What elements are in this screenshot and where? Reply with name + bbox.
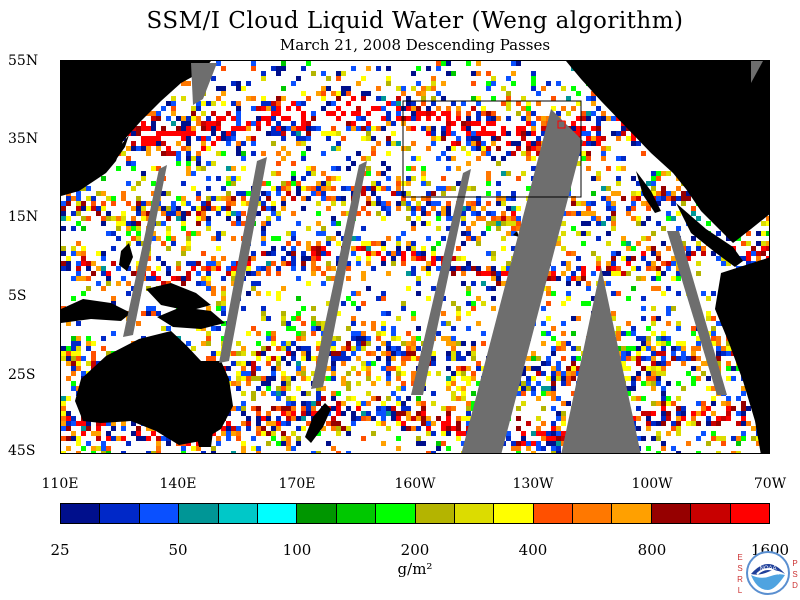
colorbar bbox=[60, 503, 770, 524]
colorbar-swatch-5 bbox=[218, 504, 258, 523]
swath-gap-7 bbox=[667, 231, 727, 395]
colorbar-swatch-12 bbox=[494, 504, 534, 523]
lat-label-45s: 45S bbox=[8, 443, 36, 459]
lat-label-35n: 35N bbox=[8, 131, 39, 147]
colorbar-label-400: 400 bbox=[518, 541, 548, 559]
logo-letter-p: P bbox=[792, 559, 798, 568]
swath-gap-2 bbox=[219, 157, 267, 363]
logo-letter-s: S bbox=[737, 564, 743, 573]
lon-label-160w: 160W bbox=[394, 476, 436, 492]
new-guinea-land bbox=[157, 307, 225, 329]
central-america-land bbox=[676, 203, 743, 267]
colorbar-swatch-2 bbox=[100, 504, 140, 523]
colorbar-swatch-16 bbox=[651, 504, 692, 523]
colorbar-swatch-1 bbox=[61, 504, 101, 523]
philippines-land bbox=[119, 243, 133, 271]
colorbar-swatch-18 bbox=[730, 504, 770, 523]
south-america-land bbox=[715, 257, 769, 453]
lon-label-170e: 170E bbox=[278, 476, 316, 492]
page-title: SSM/I Cloud Liquid Water (Weng algorithm… bbox=[146, 8, 684, 34]
colorbar-label-25: 25 bbox=[50, 541, 70, 559]
asia-land bbox=[61, 61, 211, 196]
north-america-land bbox=[566, 61, 769, 243]
map-canvas bbox=[61, 61, 769, 453]
logo-letter-l: L bbox=[737, 586, 743, 595]
colorbar-swatch-8 bbox=[336, 504, 377, 523]
lon-label-140e: 140E bbox=[159, 476, 197, 492]
logo-letter-s2: S bbox=[792, 570, 798, 579]
page-subtitle: March 21, 2008 Descending Passes bbox=[279, 36, 551, 54]
subregion-box bbox=[402, 100, 582, 198]
logo-letter-e: E bbox=[737, 553, 743, 562]
noaa-logo: E S R L NOAA P S D bbox=[733, 548, 800, 600]
colorbar-label-200: 200 bbox=[400, 541, 430, 559]
swath-gap-5 bbox=[461, 109, 583, 453]
lat-label-55n: 55N bbox=[8, 53, 39, 69]
lon-label-110e: 110E bbox=[41, 476, 79, 492]
lat-label-25s: 25S bbox=[8, 367, 36, 383]
missing-data-swaths bbox=[123, 61, 763, 453]
lat-label-5s: 5S bbox=[8, 288, 27, 304]
swath-gap-9 bbox=[751, 61, 763, 83]
colorbar-swatch-13 bbox=[533, 504, 574, 523]
logo-letter-r: R bbox=[737, 575, 743, 584]
indonesia-land bbox=[61, 283, 211, 323]
tasmania-land bbox=[196, 431, 213, 447]
colorbar-swatch-11 bbox=[454, 504, 495, 523]
colorbar-label-100: 100 bbox=[282, 541, 312, 559]
swath-gap-8 bbox=[191, 63, 217, 105]
swath-gap-1 bbox=[123, 165, 167, 337]
colorbar-swatch-6 bbox=[257, 504, 298, 523]
logo-letter-d: D bbox=[792, 581, 798, 590]
lon-label-130w: 130W bbox=[512, 476, 554, 492]
colorbar-swatch-10 bbox=[415, 504, 455, 523]
colorbar-label-800: 800 bbox=[637, 541, 667, 559]
colorbar-swatch-3 bbox=[139, 504, 180, 523]
japan-land bbox=[99, 135, 129, 173]
colorbar-swatch-14 bbox=[573, 504, 613, 523]
colorbar-swatch-15 bbox=[612, 504, 652, 523]
swath-gap-3 bbox=[311, 161, 367, 389]
colorbar-label-50: 50 bbox=[168, 541, 188, 559]
colorbar-swatch-4 bbox=[179, 504, 219, 523]
hawaii-land bbox=[513, 231, 519, 237]
lat-label-15n: 15N bbox=[8, 209, 39, 225]
swath-gap-6 bbox=[561, 267, 641, 453]
lon-label-100w: 100W bbox=[631, 476, 673, 492]
baja-land bbox=[636, 171, 661, 213]
new-zealand-land bbox=[305, 403, 331, 443]
australia-land bbox=[75, 331, 233, 445]
colorbar-units: g/m² bbox=[397, 560, 433, 578]
seal-text: NOAA bbox=[759, 566, 776, 572]
colorbar-swatch-17 bbox=[691, 504, 731, 523]
marker-square bbox=[557, 120, 566, 129]
swath-gap-4 bbox=[411, 169, 471, 395]
noaa-seal-icon: NOAA bbox=[746, 551, 790, 595]
land-masses bbox=[61, 61, 769, 453]
colorbar-swatch-7 bbox=[297, 504, 337, 523]
colorbar-swatch-9 bbox=[376, 504, 416, 523]
lon-label-70w: 70W bbox=[753, 476, 787, 492]
cloud-water-map bbox=[60, 60, 770, 454]
